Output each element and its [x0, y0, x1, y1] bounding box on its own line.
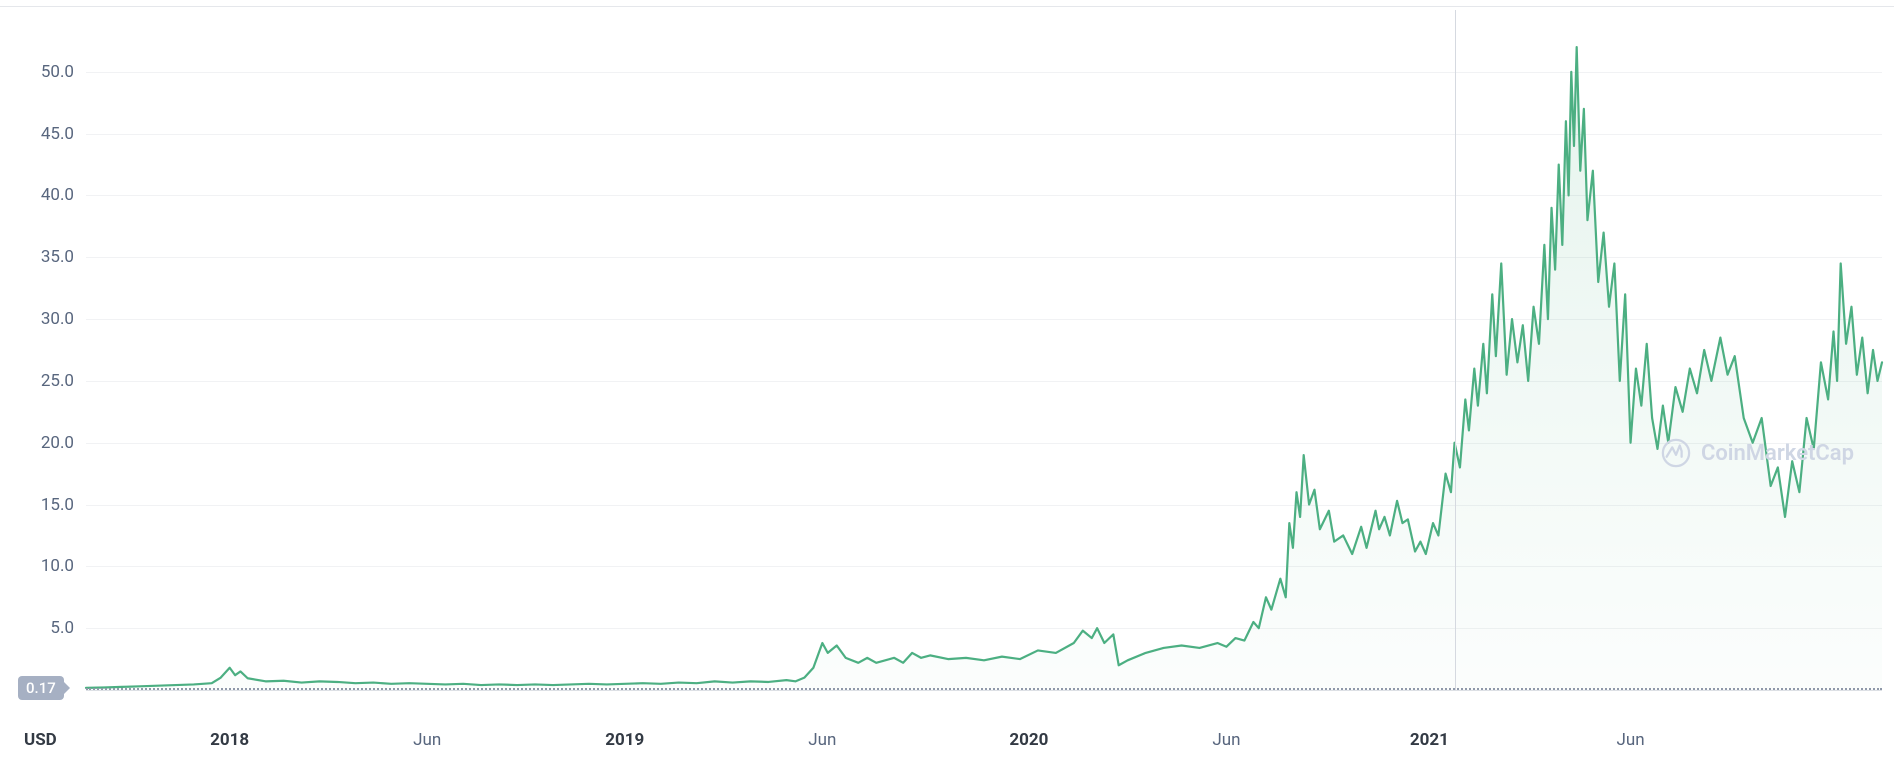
x-tick-label: 2019	[605, 730, 644, 750]
x-tick-label: Jun	[808, 730, 836, 750]
y-tick-label: 25.0	[24, 371, 74, 391]
x-tick-label: Jun	[1212, 730, 1240, 750]
vertical-guide	[1455, 10, 1456, 690]
coinmarketcap-icon	[1661, 438, 1691, 468]
y-tick-label: 40.0	[24, 185, 74, 205]
x-tick-label: 2020	[1009, 730, 1048, 750]
x-tick-label: 2021	[1410, 730, 1449, 750]
x-tick-label: Jun	[1616, 730, 1644, 750]
top-border	[0, 6, 1894, 7]
x-tick-label: 2018	[210, 730, 249, 750]
currency-label: USD	[24, 730, 57, 750]
y-tick-label: 35.0	[24, 247, 74, 267]
y-tick-label: 20.0	[24, 433, 74, 453]
watermark-text: CoinMarketCap	[1701, 441, 1854, 466]
price-line	[86, 10, 1882, 690]
price-chart[interactable]: USD CoinMarketCap 5.0 10.0 15.0 20.0 25.0 30.…	[0, 0, 1894, 768]
start-value-badge: 0.17	[18, 676, 64, 700]
y-tick-label: 30.0	[24, 309, 74, 329]
y-tick-label: 45.0	[24, 124, 74, 144]
y-tick-label: 15.0	[24, 495, 74, 515]
y-tick-label: 10.0	[24, 556, 74, 576]
watermark: CoinMarketCap	[1661, 438, 1854, 468]
y-tick-label: 5.0	[24, 618, 74, 638]
x-tick-label: Jun	[413, 730, 441, 750]
y-tick-label: 50.0	[24, 62, 74, 82]
